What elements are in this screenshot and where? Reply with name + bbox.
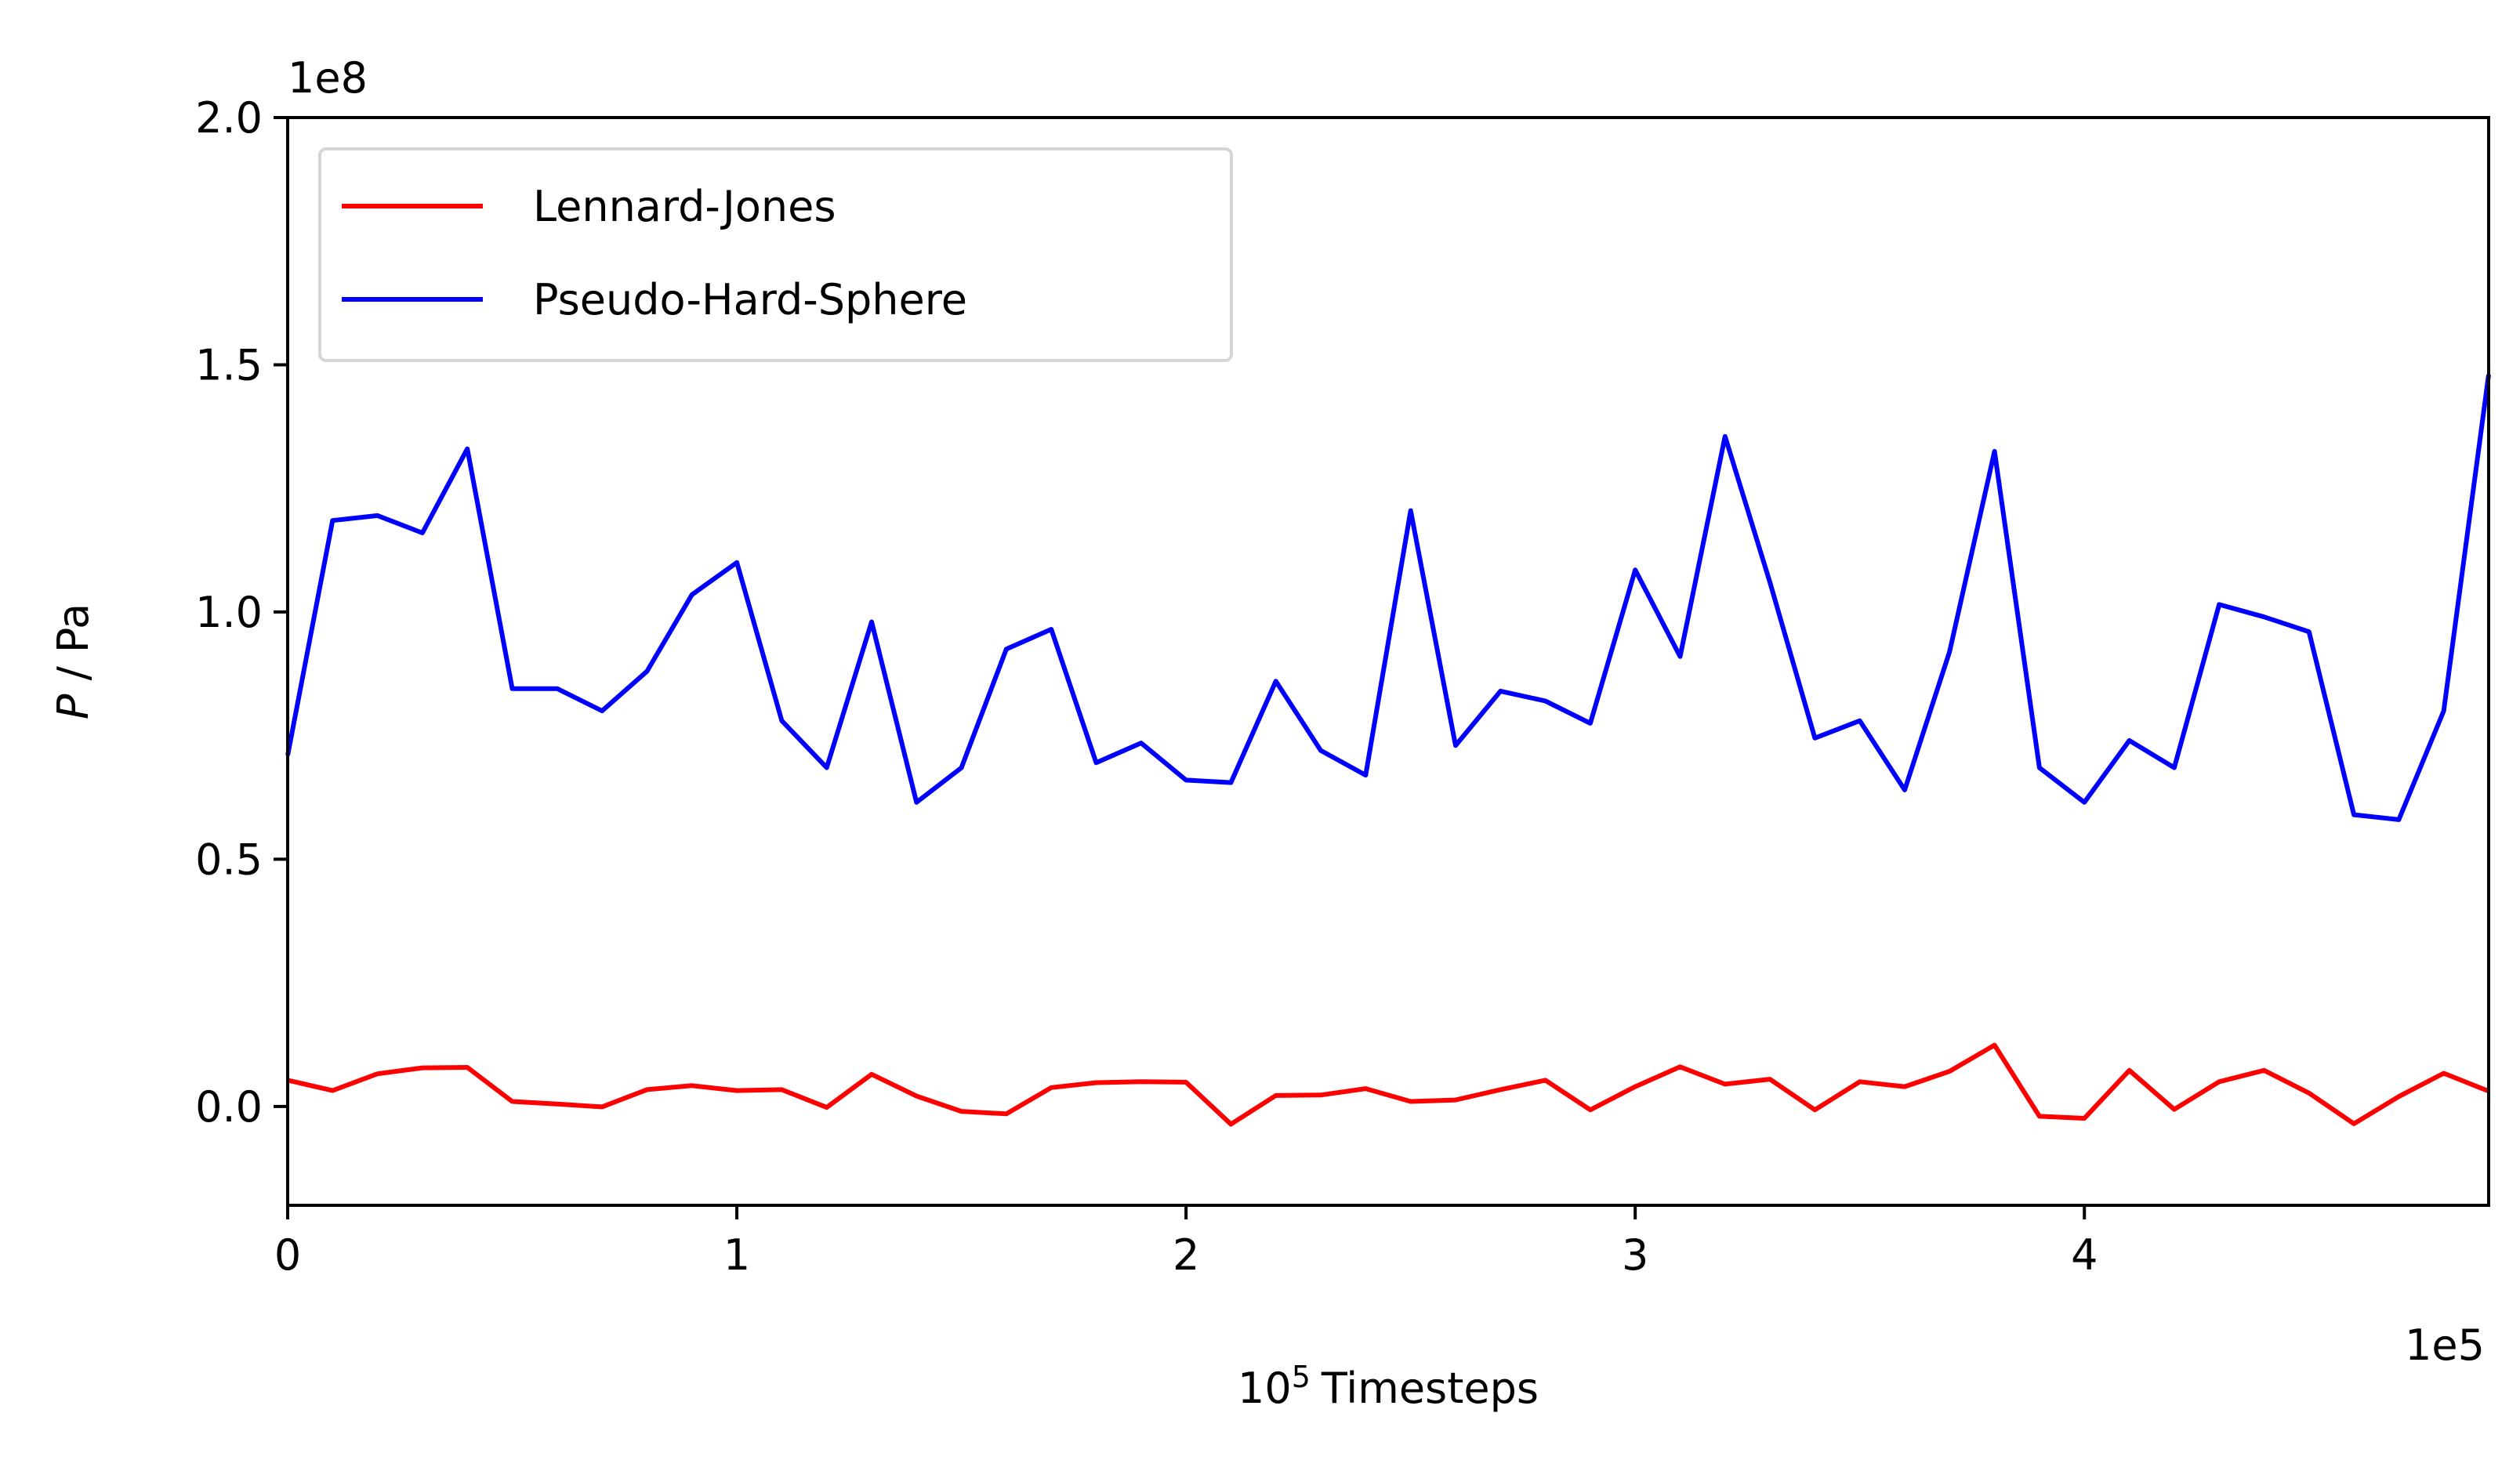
x-axis-label-exponent: 5 [1292, 1360, 1311, 1394]
x-tick-label: 0 [274, 1230, 301, 1280]
series-line-pseudo-hard-sphere [285, 374, 2491, 822]
x-axis-label-text: Timesteps [1321, 1364, 1539, 1413]
series-line-lennard-jones [287, 1042, 2490, 1127]
x-tick-label: 2 [1173, 1230, 1199, 1280]
y-axis-label-symbol: P [49, 694, 98, 719]
x-axis-ticks: 0 1 2 3 4 [274, 1205, 2098, 1280]
legend: Lennard-Jones Pseudo-Hard-Sphere [318, 147, 1233, 362]
legend-label-lennard-jones: Lennard-Jones [533, 182, 836, 231]
y-axis-label: P / Pa [49, 603, 98, 719]
legend-box [318, 147, 1233, 362]
y-axis-label-unit: / Pa [49, 603, 98, 694]
legend-label-pseudo-hard-sphere: Pseudo-Hard-Sphere [533, 275, 967, 324]
x-tick-label: 4 [2071, 1230, 2098, 1280]
y-tick-label: 1.5 [195, 340, 263, 389]
y-tick-label: 2.0 [195, 93, 263, 143]
y-tick-label: 0.0 [195, 1082, 263, 1132]
series-lines [285, 374, 2491, 1127]
x-offset-text: 1e5 [2405, 1321, 2485, 1370]
x-axis-label-base: 10 [1238, 1364, 1292, 1413]
y-tick-label: 0.5 [195, 835, 263, 884]
x-tick-label: 1 [723, 1230, 750, 1280]
y-offset-text: 1e8 [288, 53, 368, 103]
plot-area-frame [286, 116, 2490, 1207]
x-axis-label: 105 Timesteps [1238, 1360, 1539, 1413]
y-axis-ticks: 0.0 0.5 1.0 1.5 2.0 [195, 93, 288, 1132]
x-tick-label: 3 [1622, 1230, 1648, 1280]
y-tick-label: 1.0 [195, 588, 263, 637]
